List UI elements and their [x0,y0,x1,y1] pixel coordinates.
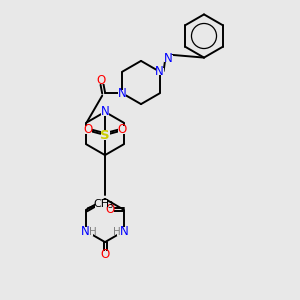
Text: S: S [100,129,110,142]
FancyBboxPatch shape [100,131,109,140]
FancyBboxPatch shape [97,77,106,84]
FancyBboxPatch shape [83,126,92,134]
Text: N: N [118,87,127,100]
FancyBboxPatch shape [118,126,127,134]
FancyBboxPatch shape [82,227,94,236]
Text: H: H [113,227,121,237]
FancyBboxPatch shape [106,206,114,214]
Text: O: O [118,123,127,136]
FancyBboxPatch shape [164,55,173,62]
FancyBboxPatch shape [155,68,164,75]
Text: O: O [83,123,92,136]
Text: N: N [81,225,90,238]
FancyBboxPatch shape [101,251,109,258]
Text: O: O [97,74,106,87]
FancyBboxPatch shape [116,227,128,236]
Text: N: N [100,105,109,119]
Text: N: N [120,225,129,238]
Text: H: H [89,227,97,237]
Text: N: N [164,52,173,65]
Text: 3: 3 [107,201,112,210]
Text: N: N [155,65,164,78]
Text: CH: CH [93,199,110,209]
FancyBboxPatch shape [118,89,127,97]
FancyBboxPatch shape [95,200,108,208]
Text: O: O [100,248,109,261]
FancyBboxPatch shape [101,108,109,116]
Text: O: O [106,203,115,216]
